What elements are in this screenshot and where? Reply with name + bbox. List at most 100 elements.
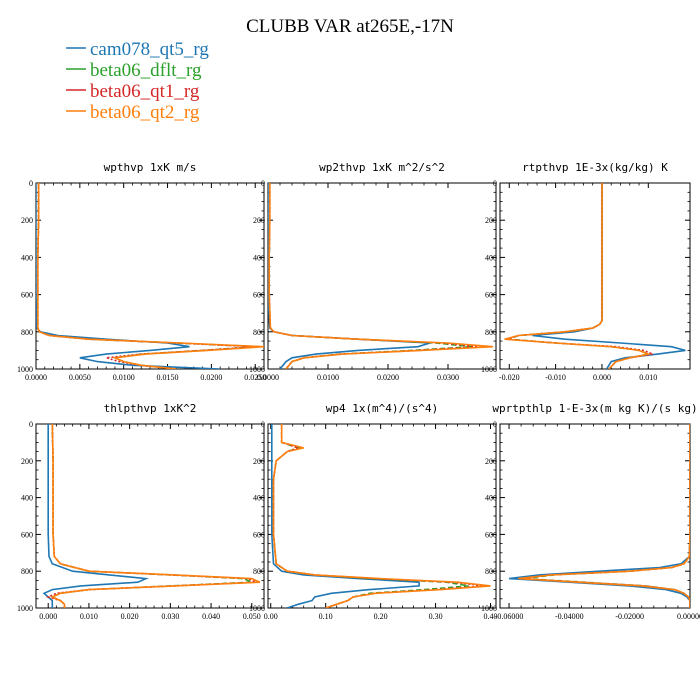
x-tick-label: -0.06000: [495, 612, 524, 621]
series-line-beta06_qt2_rg: [518, 424, 690, 608]
series-line-beta06_qt2_rg: [268, 183, 494, 369]
y-tick-label: 200: [485, 457, 497, 466]
y-tick-label: 800: [21, 567, 33, 576]
legend: cam078_qt5_rg beta06_dflt_rg beta06_qt1_…: [66, 39, 209, 123]
legend-label-1: cam078_qt5_rg: [90, 39, 209, 60]
y-tick-label: 400: [485, 494, 497, 503]
y-tick-label: 600: [485, 530, 497, 539]
series-line-cam078_qt5_rg: [42, 424, 149, 608]
x-tick-label: 0.050: [243, 612, 261, 621]
y-tick-label: 1000: [17, 604, 33, 613]
x-tick-label: 0.010: [639, 373, 657, 382]
x-tick-label: 0.030: [161, 612, 179, 621]
y-tick-label: 200: [21, 457, 33, 466]
x-tick-label: 0.0200: [377, 373, 399, 382]
y-tick-label: 0: [29, 420, 33, 429]
y-tick-label: 200: [485, 216, 497, 225]
y-tick-label: 600: [253, 530, 265, 539]
x-tick-label: -0.04000: [555, 612, 584, 621]
legend-label-2: beta06_dflt_rg: [90, 60, 202, 81]
legend-entry: beta06_qt2_rg: [66, 102, 200, 123]
y-tick-label: 600: [253, 291, 265, 300]
y-tick-label: 0: [29, 179, 33, 188]
panel-title: wp2thvp 1xK m^2/s^2: [319, 161, 445, 174]
series-line-cam078_qt5_rg: [508, 424, 690, 608]
y-tick-label: 200: [253, 216, 265, 225]
y-tick-label: 800: [253, 567, 265, 576]
y-tick-label: 0: [493, 420, 497, 429]
y-tick-label: 800: [485, 567, 497, 576]
series-line-beta06_qt2_rg: [504, 183, 652, 369]
x-tick-label: 0.0000: [257, 373, 279, 382]
x-tick-label: 0.0300: [437, 373, 459, 382]
series-line-beta06_qt2_rg: [36, 183, 264, 369]
series-line-beta06_qt1_rg: [268, 183, 479, 369]
x-tick-label: 0.040: [202, 612, 220, 621]
y-tick-label: 800: [21, 328, 33, 337]
y-tick-label: 1000: [481, 604, 497, 613]
series-line-beta06_qt2_rg: [50, 424, 261, 608]
panel-1: wpthvp 1xK m/s 0 200 400 600 800 1000 0.0000 0.0…: [17, 161, 266, 382]
legend-entry: beta06_qt1_rg: [66, 81, 200, 102]
panel-title: wprtpthlp 1-E-3x(m kg K)/(s kg): [492, 402, 697, 415]
y-tick-label: 800: [253, 328, 265, 337]
y-tick-label: 400: [253, 253, 265, 262]
x-tick-label: 0.0100: [317, 373, 339, 382]
y-tick-label: 1000: [481, 365, 497, 374]
legend-label-4: beta06_qt2_rg: [90, 102, 200, 123]
series-line-beta06_dflt_rg: [50, 424, 253, 608]
panel-title: wpthvp 1xK m/s: [104, 161, 197, 174]
x-tick-label: -0.02000: [615, 612, 644, 621]
series-line-beta06_dflt_rg: [268, 183, 473, 369]
panel-6: wprtpthlp 1-E-3x(m kg K)/(s kg) 0 200 400 60…: [481, 402, 700, 621]
x-tick-label: 0.0250: [244, 373, 266, 382]
x-tick-label: 0.010: [80, 612, 98, 621]
y-tick-label: 1000: [249, 365, 265, 374]
y-tick-label: 400: [21, 253, 33, 262]
series-line-cam078_qt5_rg: [270, 424, 420, 608]
y-tick-label: 800: [485, 328, 497, 337]
x-tick-label: 0.40: [484, 612, 498, 621]
x-tick-label: 0.0200: [200, 373, 222, 382]
x-tick-label: 0.020: [121, 612, 139, 621]
x-tick-label: 0.0000: [25, 373, 47, 382]
x-tick-label: 0.10: [319, 612, 333, 621]
y-tick-label: 200: [21, 216, 33, 225]
x-tick-label: 0.000: [593, 373, 611, 382]
series-line-beta06_qt2_rg: [272, 424, 491, 608]
panel-title: wp4 1x(m^4)/(s^4): [326, 402, 439, 415]
legend-label-3: beta06_qt1_rg: [90, 81, 200, 102]
y-tick-label: 600: [21, 291, 33, 300]
x-tick-label: 0.0100: [113, 373, 135, 382]
x-tick-label: 0.0050: [69, 373, 91, 382]
series-line-beta06_dflt_rg: [272, 424, 469, 608]
y-tick-label: 400: [253, 494, 265, 503]
x-tick-label: 0.20: [374, 612, 388, 621]
x-tick-label: 0.0150: [157, 373, 179, 382]
panel-4: thlpthvp 1xK^2 0 200 400 600 800 1000 0.000 0.01…: [17, 402, 265, 621]
series-line-beta06_qt1_rg: [45, 424, 257, 608]
figure-title: CLUBB VAR at265E,-17N: [246, 16, 454, 37]
y-tick-label: 1000: [249, 604, 265, 613]
panel-2: wp2thvp 1xK m^2/s^2020040060080010000.00…: [249, 161, 497, 382]
series-line-cam078_qt5_rg: [532, 183, 686, 369]
y-tick-label: 600: [485, 291, 497, 300]
panel-title: rtpthvp 1E-3x(kg/kg) K: [522, 161, 668, 174]
y-tick-label: 0: [261, 179, 265, 188]
x-tick-label: 0.000: [39, 612, 57, 621]
x-tick-label: -0.020: [499, 373, 520, 382]
plot-frame: [35, 423, 265, 609]
panel-3: rtpthvp 1E-3x(kg/kg) K02004006008001000-…: [481, 161, 691, 382]
y-tick-label: 600: [21, 530, 33, 539]
x-tick-label: -0.010: [545, 373, 566, 382]
y-tick-label: 400: [21, 494, 33, 503]
y-tick-label: 0: [261, 420, 265, 429]
x-tick-label: 0.30: [429, 612, 443, 621]
x-tick-label: 0.00: [264, 612, 278, 621]
y-tick-label: 200: [253, 457, 265, 466]
legend-entry: cam078_qt5_rg: [66, 39, 209, 60]
